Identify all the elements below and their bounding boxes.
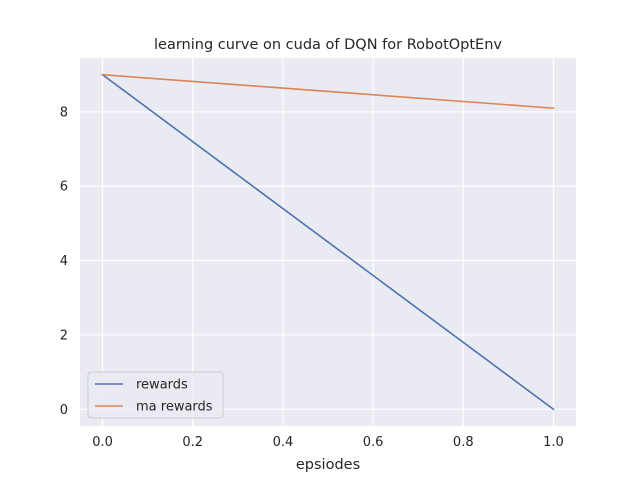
y-tick-label: 6 (60, 180, 68, 195)
grid-lines (80, 58, 576, 426)
y-axis-ticks: 0 2 4 6 8 (60, 105, 68, 417)
series-line-ma-rewards (101, 73, 555, 110)
legend: rewards ma rewards (87, 371, 224, 419)
x-axis-label: epsiodes (296, 457, 360, 473)
x-tick-label: 0.8 (453, 435, 474, 450)
x-tick-label: 0.2 (182, 435, 203, 450)
x-tick-label: 0.0 (92, 435, 113, 450)
x-axis-ticks: 0.0 0.2 0.4 0.6 0.8 1.0 (92, 435, 564, 450)
y-tick-label: 0 (60, 403, 68, 418)
series-lines (101, 73, 555, 411)
series-line-rewards (101, 73, 555, 411)
chart-title: learning curve on cuda of DQN for RobotO… (154, 37, 502, 53)
x-tick-label: 0.4 (273, 435, 294, 450)
y-tick-label: 2 (60, 328, 68, 343)
x-tick-label: 0.6 (363, 435, 384, 450)
y-tick-label: 8 (60, 105, 68, 120)
legend-label: rewards (136, 378, 188, 393)
legend-label: ma rewards (136, 400, 213, 415)
y-tick-label: 4 (60, 254, 68, 269)
x-tick-label: 1.0 (543, 435, 564, 450)
